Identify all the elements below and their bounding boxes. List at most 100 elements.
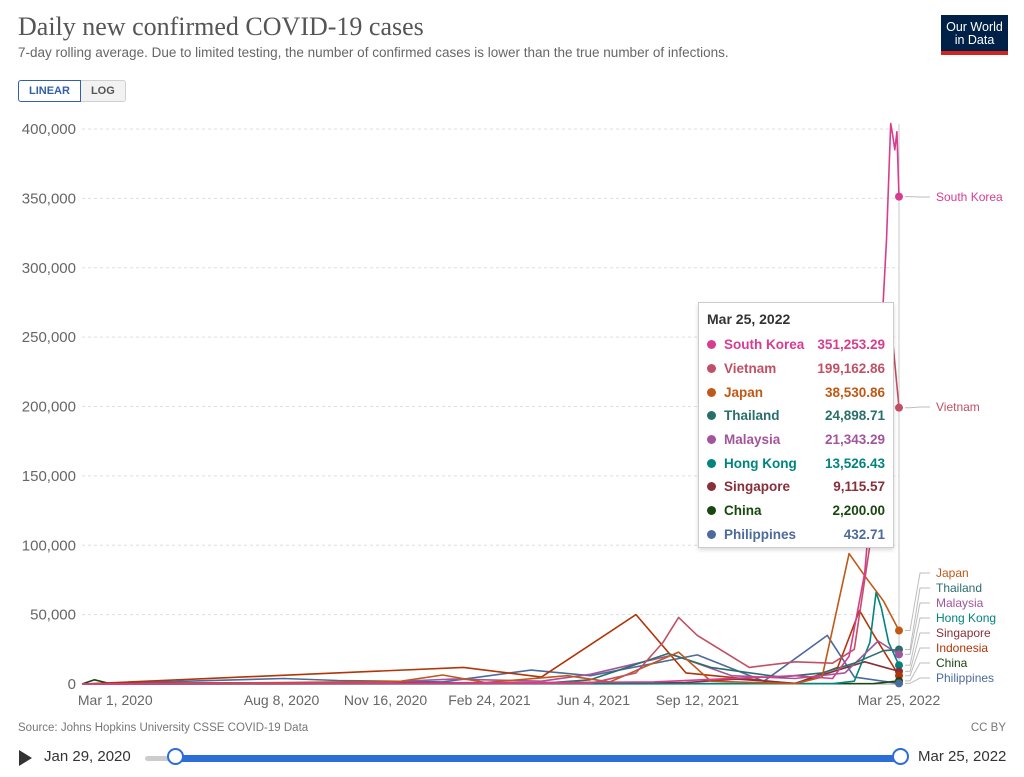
x-tick-label: Jun 4, 2021 [557,692,630,708]
tooltip-country: China [724,503,762,519]
tooltip-country: South Korea [724,337,805,353]
connector [905,572,930,631]
x-tick-label: Feb 24, 2021 [448,692,531,708]
connector [905,632,930,672]
timeline-end-handle[interactable] [892,748,909,765]
tooltip-country: Japan [724,384,764,400]
end-label-south-korea: South Korea [936,190,1003,204]
connector [905,617,930,666]
end-label-vietnam: Vietnam [936,400,980,414]
logo-line-2: in Data [954,33,995,47]
tooltip-country: Malaysia [724,432,781,448]
license-link[interactable]: CC BY [970,722,1006,734]
end-label-hong-kong: Hong Kong [936,611,996,625]
connector [905,406,930,409]
tooltip-dot [707,387,716,397]
tooltip-country: Singapore [724,479,791,495]
x-tick-label: Mar 25, 2022 [858,692,941,708]
tooltip-dot [707,458,716,468]
end-label-china: China [936,656,968,670]
tooltip-value: 9,115.57 [833,479,885,495]
chart-subtitle: 7-day rolling average. Due to limited te… [18,45,729,60]
source-note[interactable]: Source: Johns Hopkins University CSSE CO… [18,722,309,734]
tooltip-dot [707,529,716,539]
x-tick-label: Sep 12, 2021 [656,692,740,708]
chart-title: Daily new confirmed COVID-19 cases [18,12,424,41]
y-tick-label: 0 [68,676,76,693]
connector [905,587,930,650]
end-label-malaysia: Malaysia [936,596,984,610]
tooltip-dot [707,364,716,374]
tooltip-row: Singapore 9,115.57 [707,475,885,499]
x-tick-label: Aug 8, 2020 [244,692,320,708]
series-line-thailand [81,648,900,685]
end-label-japan: Japan [936,566,969,580]
owid-logo[interactable]: Our World in Data [941,15,1008,55]
y-tick-label: 150,000 [22,468,76,485]
tooltip-country: Thailand [724,408,780,424]
end-dot-hong-kong [895,661,903,670]
end-label-indonesia: Indonesia [936,641,988,655]
tooltip-value: 24,898.71 [824,408,885,424]
end-label-connectors [905,196,930,684]
y-tick-label: 300,000 [22,260,76,277]
tooltip-row: Hong Kong 13,526.43 [707,451,885,475]
tooltip-value: 351,253.29 [817,337,885,353]
series-line-philippines [81,634,900,685]
linear-scale-button[interactable]: LINEAR [18,80,81,102]
tooltip-value: 199,162.86 [817,361,885,377]
tooltip-rows: South Korea 351,253.29 Vietnam 199,162.86 Ja… [707,333,885,546]
end-dot-japan [895,626,903,635]
y-tick-label: 400,000 [22,121,76,138]
tooltip-country: Vietnam [724,361,777,377]
connector [905,662,930,682]
x-tick-label: Mar 1, 2020 [78,692,153,708]
tooltip-value: 432.71 [843,526,885,542]
y-tick-label: 200,000 [22,399,76,416]
series-line-hong-kong [81,591,900,685]
end-dot-vietnam [895,403,903,412]
tooltip-dot [707,506,716,516]
end-label-thailand: Thailand [936,581,982,595]
tooltip: Mar 25, 2022 South Korea 351,253.29 Vietna… [698,302,894,548]
tooltip-dot [707,340,716,350]
tooltip-date: Mar 25, 2022 [707,311,791,327]
logo-line-1: Our World [946,20,1003,34]
timeline-start-handle[interactable] [167,748,184,765]
tooltip-value: 38,530.86 [824,384,885,400]
tooltip-row: Vietnam 199,162.86 [707,357,885,381]
tooltip-row: Thailand 24,898.71 [707,404,885,428]
connector [905,677,930,684]
tooltip-dot [707,435,716,445]
connector [905,602,930,655]
timeline-start-label: Jan 29, 2020 [44,748,131,765]
series-lines [81,122,900,685]
tooltip-row: Philippines 432.71 [707,523,885,547]
log-scale-button[interactable]: LOG [80,80,126,102]
end-label-singapore: Singapore [936,626,991,640]
series-line-malaysia [81,640,900,685]
y-tick-label: 100,000 [22,537,76,554]
tooltip-dot [707,411,716,421]
tooltip-country: Hong Kong [724,455,797,471]
end-dot-south-korea [895,192,903,201]
x-axis-ticks: Mar 1, 2020 Aug 8, 2020 Nov 16, 2020 Feb 24… [78,692,941,708]
x-tick-label: Nov 16, 2020 [344,692,427,708]
end-points [895,192,903,688]
tooltip-row: Malaysia 21,343.29 [707,428,885,452]
play-icon[interactable] [19,750,32,766]
y-axis-ticks: 0 50,000 100,000 150,000 200,000 250,000 300,0… [22,121,76,693]
y-tick-label: 50,000 [30,607,76,624]
tooltip-row: Japan 38,530.86 [707,380,885,404]
tooltip-value: 21,343.29 [824,432,885,448]
scale-toggle: LINEAR LOG [18,80,126,102]
tooltip-dot [707,482,716,492]
timeline-selection [176,755,900,762]
series-line-japan [81,552,900,685]
tooltip-row: South Korea 351,253.29 [707,333,885,357]
end-labels: South Korea Vietnam JapanThailandMalaysiaH… [936,190,1003,685]
end-dot-philippines [895,679,903,688]
connector [905,647,930,677]
end-label-philippines: Philippines [936,671,994,685]
end-dot-malaysia [895,650,903,659]
